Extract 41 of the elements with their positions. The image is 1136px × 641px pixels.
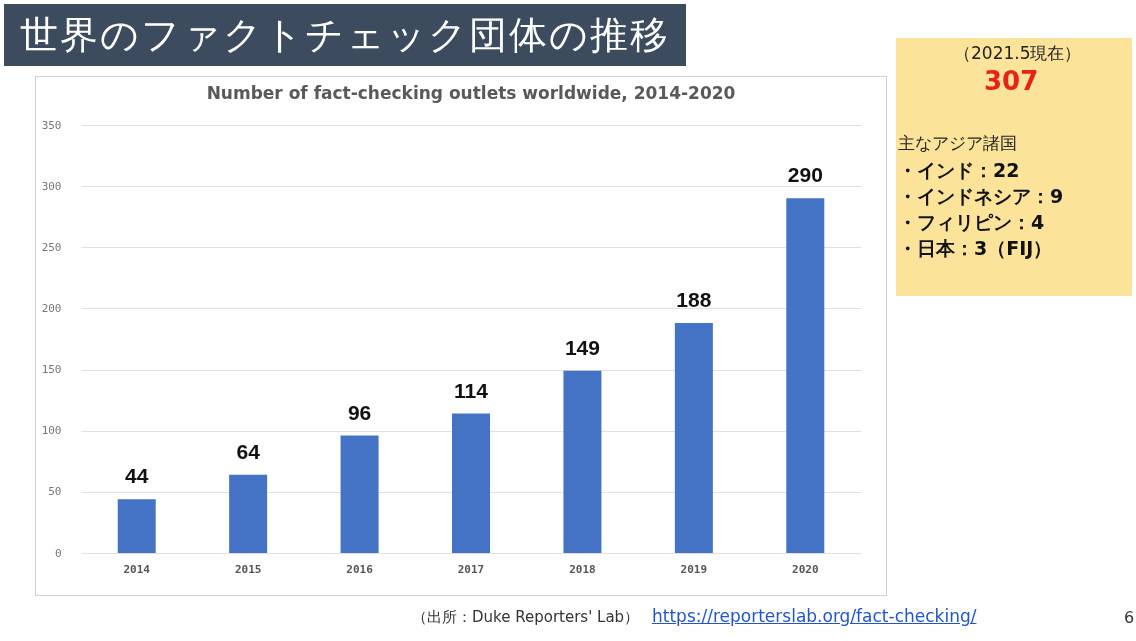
data-label: 188 <box>676 288 712 312</box>
text: https://reporterslab.org/fact-checking/ <box>652 606 977 626</box>
chart-title: 世界のファクトチェック団体の推移 <box>4 4 686 66</box>
text: （出所：Duke Reporters' Lab） <box>412 608 640 627</box>
y-tick-label: 250 <box>41 240 62 254</box>
y-tick-label: 100 <box>41 424 62 438</box>
text: 6 <box>1124 608 1135 627</box>
x-tick-label: 2015 <box>234 562 262 576</box>
y-tick-label: 50 <box>48 485 62 499</box>
data-label: 44 <box>125 464 149 488</box>
text: ・インド：22 <box>898 158 1020 183</box>
y-tick-label: 0 <box>54 546 62 560</box>
x-tick-label: 2017 <box>457 562 485 576</box>
bar <box>786 198 825 553</box>
text: ・フィリピン：4 <box>898 210 1045 235</box>
x-tick-label: 2018 <box>569 562 596 576</box>
bar <box>674 323 713 553</box>
x-tick-label: 2019 <box>680 562 708 576</box>
x-tick-label: 2014 <box>123 562 151 576</box>
data-label: 64 <box>236 439 261 463</box>
y-tick-label: 150 <box>41 363 62 377</box>
bar <box>563 370 602 553</box>
data-label: 96 <box>347 400 372 424</box>
bar <box>117 499 156 553</box>
chart-subtitle: Number of fact-checking outlets worldwide, 2014-2020 <box>206 83 736 103</box>
text: 307 <box>984 66 1039 96</box>
x-tick-label: 2016 <box>346 562 374 576</box>
text: 主なアジア諸国 <box>898 132 1017 155</box>
bar <box>229 474 268 553</box>
y-tick-label: 300 <box>41 179 62 193</box>
text: ・日本：3（FIJ） <box>898 236 1053 261</box>
data-label: 290 <box>787 163 823 187</box>
y-tick-label: 350 <box>41 118 62 132</box>
bar <box>452 413 490 553</box>
text: ・インドネシア：9 <box>898 184 1064 209</box>
bar <box>340 435 379 553</box>
data-label: 114 <box>454 378 489 402</box>
text: （2021.5現在） <box>954 42 1082 65</box>
data-label: 149 <box>564 335 600 359</box>
x-tick-label: 2020 <box>792 562 819 576</box>
y-tick-label: 200 <box>41 301 62 315</box>
